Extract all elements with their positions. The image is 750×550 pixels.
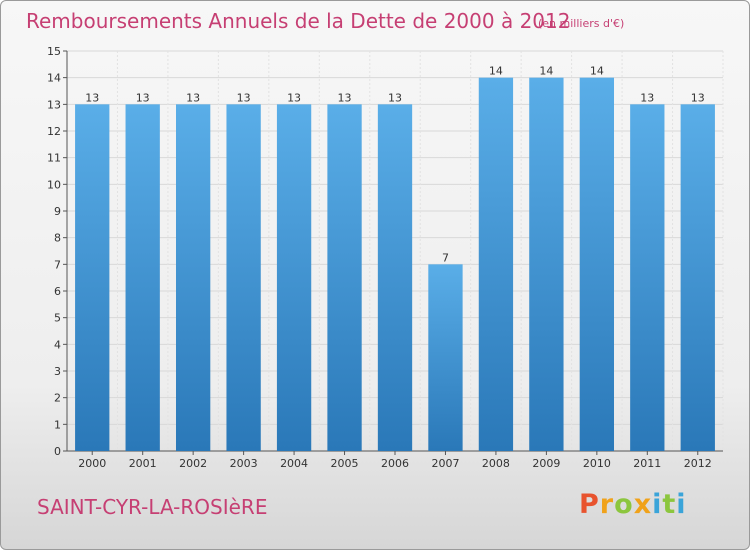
y-tick-label: 1 — [54, 418, 61, 431]
data-label: 13 — [186, 91, 200, 104]
y-tick-label: 15 — [47, 45, 61, 58]
bar — [226, 104, 261, 451]
data-label: 13 — [338, 91, 352, 104]
data-label: 7 — [442, 251, 449, 264]
data-label: 14 — [489, 65, 503, 78]
bar — [125, 104, 160, 451]
x-tick-label: 2007 — [431, 457, 459, 470]
x-tick-label: 2003 — [230, 457, 258, 470]
x-tick-label: 2009 — [532, 457, 560, 470]
y-tick-label: 11 — [47, 152, 61, 165]
x-tick-label: 2000 — [78, 457, 106, 470]
chart-title: Remboursements Annuels de la Dette de 20… — [26, 9, 571, 33]
y-tick-label: 10 — [47, 178, 61, 191]
bar — [327, 104, 362, 451]
bar — [175, 104, 211, 451]
data-label: 13 — [640, 91, 654, 104]
y-tick-label: 7 — [54, 258, 61, 271]
x-tick-label: 2011 — [633, 457, 661, 470]
y-tick-label: 5 — [54, 312, 61, 325]
data-label: 13 — [287, 91, 301, 104]
data-label: 14 — [539, 65, 553, 78]
y-tick-label: 6 — [54, 285, 61, 298]
bar — [377, 104, 413, 451]
bar — [478, 77, 514, 452]
y-tick-label: 8 — [54, 232, 61, 245]
y-tick-label: 14 — [47, 72, 61, 85]
x-tick-label: 2004 — [280, 457, 308, 470]
y-tick-label: 0 — [54, 445, 61, 458]
x-tick-label: 2006 — [381, 457, 409, 470]
x-tick-label: 2012 — [684, 457, 712, 470]
y-tick-label: 9 — [54, 205, 61, 218]
bar — [276, 104, 312, 451]
bar — [630, 104, 665, 451]
commune-name: SAINT-CYR-LA-ROSIèRE — [37, 495, 268, 519]
y-tick-label: 4 — [54, 338, 61, 351]
proxiti-logo[interactable]: Proxiti — [579, 489, 687, 520]
bars — [75, 77, 715, 452]
bar — [529, 77, 564, 452]
chart-subtitle: (en milliers d'€) — [538, 17, 625, 30]
data-label: 13 — [85, 91, 99, 104]
x-tick-label: 2001 — [129, 457, 157, 470]
x-tick-label: 2002 — [179, 457, 207, 470]
data-label: 14 — [590, 65, 604, 78]
y-tick-label: 12 — [47, 125, 61, 138]
y-tick-label: 13 — [47, 98, 61, 111]
data-label: 13 — [691, 91, 705, 104]
bar — [428, 264, 463, 451]
data-label: 13 — [237, 91, 251, 104]
x-tick-label: 2010 — [583, 457, 611, 470]
bar — [680, 104, 715, 451]
x-tick-label: 2005 — [331, 457, 359, 470]
data-label: 13 — [388, 91, 402, 104]
bar — [75, 104, 110, 451]
y-tick-label: 3 — [54, 365, 61, 378]
bar — [579, 77, 615, 452]
y-tick-label: 2 — [54, 392, 61, 405]
data-labels: 13 13 13 13 13 13 13 7 14 14 14 13 13 — [85, 65, 705, 265]
data-label: 13 — [136, 91, 150, 104]
x-tick-label: 2008 — [482, 457, 510, 470]
